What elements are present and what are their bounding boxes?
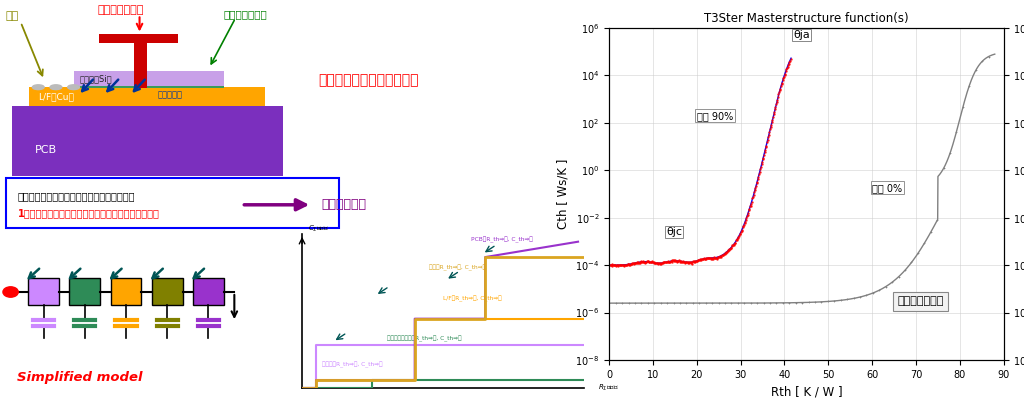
FancyBboxPatch shape bbox=[30, 87, 265, 106]
X-axis label: Rth [ K / W ]: Rth [ K / W ] bbox=[771, 385, 842, 398]
Text: L/F（Cu）: L/F（Cu） bbox=[38, 92, 74, 101]
Circle shape bbox=[3, 287, 18, 297]
FancyBboxPatch shape bbox=[99, 34, 178, 43]
Text: 半田：R_th⇒小, C_th⇒大: 半田：R_th⇒小, C_th⇒大 bbox=[429, 265, 485, 271]
Text: Simplified model: Simplified model bbox=[16, 372, 142, 384]
Text: PCB: PCB bbox=[35, 145, 57, 155]
FancyBboxPatch shape bbox=[194, 278, 223, 305]
Text: チップ：R_th⇒小, C_th⇒大: チップ：R_th⇒小, C_th⇒大 bbox=[322, 362, 382, 368]
Ellipse shape bbox=[50, 85, 61, 90]
Text: θja: θja bbox=[794, 30, 810, 40]
Text: チップ（Si）: チップ（Si） bbox=[80, 74, 112, 83]
FancyBboxPatch shape bbox=[134, 40, 147, 88]
Text: 熱伝導方向: 熱伝導方向 bbox=[158, 91, 183, 100]
Y-axis label: Cth [ Ws/K ]: Cth [ Ws/K ] bbox=[557, 159, 569, 229]
Text: ジャンクション: ジャンクション bbox=[97, 6, 144, 16]
Text: デバイスの熱構造を可視化: デバイスの熱構造を可視化 bbox=[317, 73, 419, 87]
Text: 1次元積分熱抜抗・熱容量ネットワークに変換される: 1次元積分熱抜抗・熱容量ネットワークに変換される bbox=[17, 208, 160, 218]
Text: 半田 0%: 半田 0% bbox=[872, 183, 902, 193]
Text: $C_{\Sigma}$熱容量: $C_{\Sigma}$熱容量 bbox=[307, 224, 329, 234]
Text: ダイ・アタッチ: ダイ・アタッチ bbox=[223, 9, 267, 19]
FancyBboxPatch shape bbox=[152, 278, 182, 305]
Title: T3Ster Masterstructure function(s): T3Ster Masterstructure function(s) bbox=[705, 12, 908, 26]
Text: ダイ・アタッチ：R_th⇒大, C_th⇒小: ダイ・アタッチ：R_th⇒大, C_th⇒小 bbox=[387, 336, 461, 342]
Text: 積分構造関数: 積分構造関数 bbox=[321, 198, 366, 211]
FancyBboxPatch shape bbox=[29, 278, 58, 305]
FancyBboxPatch shape bbox=[74, 86, 223, 88]
FancyBboxPatch shape bbox=[70, 278, 100, 305]
FancyBboxPatch shape bbox=[12, 106, 283, 176]
Text: PCB：R_th⇒大, C_th⇒小: PCB：R_th⇒大, C_th⇒小 bbox=[471, 237, 532, 243]
Ellipse shape bbox=[68, 85, 80, 90]
Text: θjc: θjc bbox=[667, 227, 682, 237]
FancyBboxPatch shape bbox=[6, 178, 339, 228]
Text: 測定した熱インピーダンスは熱伝導経路上の: 測定した熱インピーダンスは熱伝導経路上の bbox=[17, 191, 135, 201]
Ellipse shape bbox=[33, 85, 44, 90]
Text: 半田 90%: 半田 90% bbox=[697, 111, 733, 121]
Text: $R_{\Sigma}$熱抵抗: $R_{\Sigma}$熱抵抗 bbox=[598, 383, 618, 393]
FancyBboxPatch shape bbox=[111, 278, 141, 305]
FancyBboxPatch shape bbox=[74, 71, 223, 87]
Text: L/F：R_th⇒小, C_th⇒大: L/F：R_th⇒小, C_th⇒大 bbox=[443, 296, 502, 302]
Text: 構造関数グラフ: 構造関数グラフ bbox=[897, 296, 943, 306]
Text: 半田: 半田 bbox=[6, 11, 19, 21]
